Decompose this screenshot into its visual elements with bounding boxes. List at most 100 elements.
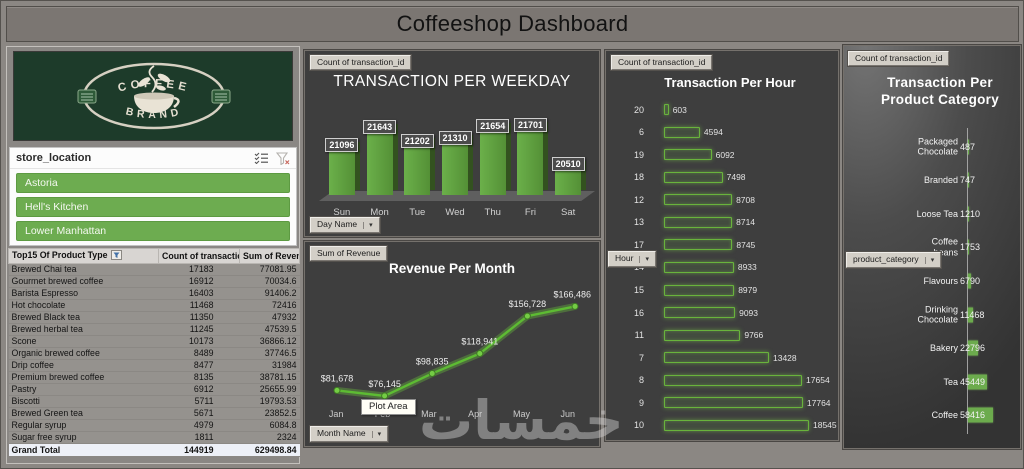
table-row: Hot chocolate 11468 72416 <box>8 299 300 312</box>
store-location-slicer: store_location Astoria Hell's Kitchen Lowe… <box>9 147 297 246</box>
table-row: Drip coffee 8477 31984 <box>8 359 300 372</box>
x-axis-label: Mon <box>370 207 389 218</box>
hour-axis-button[interactable]: Hour <box>607 250 657 268</box>
title-bar: Coffeeshop Dashboard <box>6 6 1019 42</box>
weekday-bar <box>366 129 393 195</box>
cell-count: 16912 <box>158 275 240 288</box>
bar-value-label: 8708 <box>736 194 755 205</box>
multiselect-icon[interactable] <box>254 152 269 164</box>
cell-count: 10173 <box>158 335 240 348</box>
column-filter-icon[interactable] <box>111 250 123 260</box>
cell-revenue: 31984 <box>239 359 300 372</box>
category-label-line: Coffee <box>931 236 958 247</box>
category-label-line: Chocolate <box>917 314 958 325</box>
category-bar <box>968 139 969 155</box>
bar-value-label: 7498 <box>726 172 746 183</box>
category-bar-row: Branded 747 <box>844 164 1020 198</box>
hour-axis-label: 7 <box>638 352 644 363</box>
table-header-count[interactable]: Count of transaction_id <box>158 248 240 264</box>
hour-bar-row: 18 7498 <box>614 171 836 184</box>
hour-bar-row: 7 13428 <box>614 351 836 364</box>
cell-count: 5671 <box>158 407 240 420</box>
month-name-axis-button[interactable]: Month Name <box>308 425 390 443</box>
cell-revenue: 70034.6 <box>239 275 300 288</box>
slicer-item[interactable]: Hell's Kitchen <box>16 197 290 217</box>
cell-revenue: 19793.53 <box>239 395 300 408</box>
cell-revenue: 2324 <box>239 431 300 444</box>
hour-bar <box>664 126 700 138</box>
category-chart-title: Transaction Per Product Category <box>862 74 1018 108</box>
logo-top-text: COFFEE <box>117 78 188 95</box>
category-axis-label: Coffee <box>844 410 958 421</box>
category-axis-label: Loose Tea <box>844 209 958 220</box>
table-row: Organic brewed coffee 8489 37746.5 <box>8 347 300 360</box>
slicer-item[interactable]: Lower Manhattan <box>16 221 290 241</box>
hour-axis-label: 18 <box>633 172 644 183</box>
data-point-marker <box>333 386 341 394</box>
weekday-bar <box>517 127 544 195</box>
category-axis-label: Coffee beans <box>844 237 958 258</box>
category-bar-row: Packaged Chocolate 487 <box>844 130 1020 164</box>
hour-bar <box>664 284 735 296</box>
revenue-chart-panel: Sum of Revenue Revenue Per Month $81,678… <box>304 241 600 447</box>
table-header-product-type[interactable]: Top15 Of Product Type <box>8 248 159 264</box>
category-title-line2: Product Category <box>880 92 1000 107</box>
hour-bar <box>664 374 803 386</box>
brand-logo: COFFEE BRAND <box>13 51 293 141</box>
x-axis-label: Sat <box>561 207 576 218</box>
weekday-bar-column: 21643 <box>361 120 399 195</box>
bar-value-label: 1210 <box>960 208 981 219</box>
category-bar <box>968 239 969 255</box>
clear-filter-icon[interactable] <box>276 151 290 165</box>
category-bar-row: Coffee beans 1753 <box>844 231 1020 265</box>
category-bar <box>968 273 971 289</box>
category-axis-line <box>967 128 968 434</box>
weekday-chart-title: TRANSACTION PER WEEKDAY <box>333 73 571 90</box>
bar-value-label: 17764 <box>806 397 831 408</box>
hour-bar-row: 11 9766 <box>614 329 836 342</box>
hour-bar <box>664 149 712 161</box>
hour-bar-row: 16 9093 <box>614 306 836 319</box>
cell-product-type: Scone <box>8 335 159 348</box>
data-point-marker <box>523 312 531 320</box>
category-label-line: Coffee <box>931 410 958 421</box>
cell-product-type: Gourmet brewed coffee <box>8 275 159 288</box>
day-name-axis-button[interactable]: Day Name <box>309 216 381 234</box>
hour-bar <box>664 216 733 228</box>
hour-bar-row: 20 603 <box>614 103 836 116</box>
table-header-revenue[interactable]: Sum of Revenue <box>239 248 300 264</box>
table-row: Biscotti 5711 19793.53 <box>8 395 300 408</box>
bar-value-label: 4594 <box>703 127 723 138</box>
x-axis-label: Wed <box>445 207 465 218</box>
weekday-bar <box>479 128 506 195</box>
category-bar <box>968 340 978 356</box>
category-label-line: beans <box>933 247 958 258</box>
product-category-axis-button[interactable]: product_category <box>844 251 943 269</box>
hour-bar-row: 6 4594 <box>614 126 836 139</box>
cell-count: 5711 <box>158 395 240 408</box>
cell-product-type: Brewed herbal tea <box>8 323 159 336</box>
category-label-line: Chocolate <box>917 146 958 157</box>
x-axis-label: Fri <box>524 207 536 218</box>
cell-revenue: 36866.12 <box>239 335 300 348</box>
slicer-item[interactable]: Astoria <box>16 173 290 193</box>
bar-value-label: 22796 <box>960 343 986 354</box>
pivot-field-button[interactable]: Sum of Revenue <box>308 245 389 262</box>
weekday-bar-column: 21654 <box>474 119 512 195</box>
weekday-bar <box>404 143 431 195</box>
cell-product-type: Pastry <box>8 383 159 396</box>
category-title-line1: Transaction Per <box>887 75 993 90</box>
cell-revenue: 72416 <box>239 299 300 312</box>
x-axis-label: Sun <box>333 207 351 218</box>
table-row: Brewed Chai tea 17183 77081.95 <box>8 263 300 276</box>
pivot-field-button[interactable]: Count of transaction_id <box>609 54 714 71</box>
hour-bar <box>664 171 723 183</box>
table-row: Barista Espresso 16403 91406.2 <box>8 287 300 300</box>
hour-bar-row: 15 8979 <box>614 284 836 297</box>
pivot-field-button[interactable]: Count of transaction_id <box>846 50 951 67</box>
cell-grand-total-count: 144919 <box>158 443 240 457</box>
pivot-field-button[interactable]: Count of transaction_id <box>308 54 413 71</box>
table-row: Brewed Green tea 5671 23852.5 <box>8 407 300 420</box>
hour-bars: 20 603 6 4594 19 6092 18 7498 12 8708 13 8714 17 8745… <box>614 103 837 432</box>
cell-revenue: 37746.5 <box>239 347 300 360</box>
